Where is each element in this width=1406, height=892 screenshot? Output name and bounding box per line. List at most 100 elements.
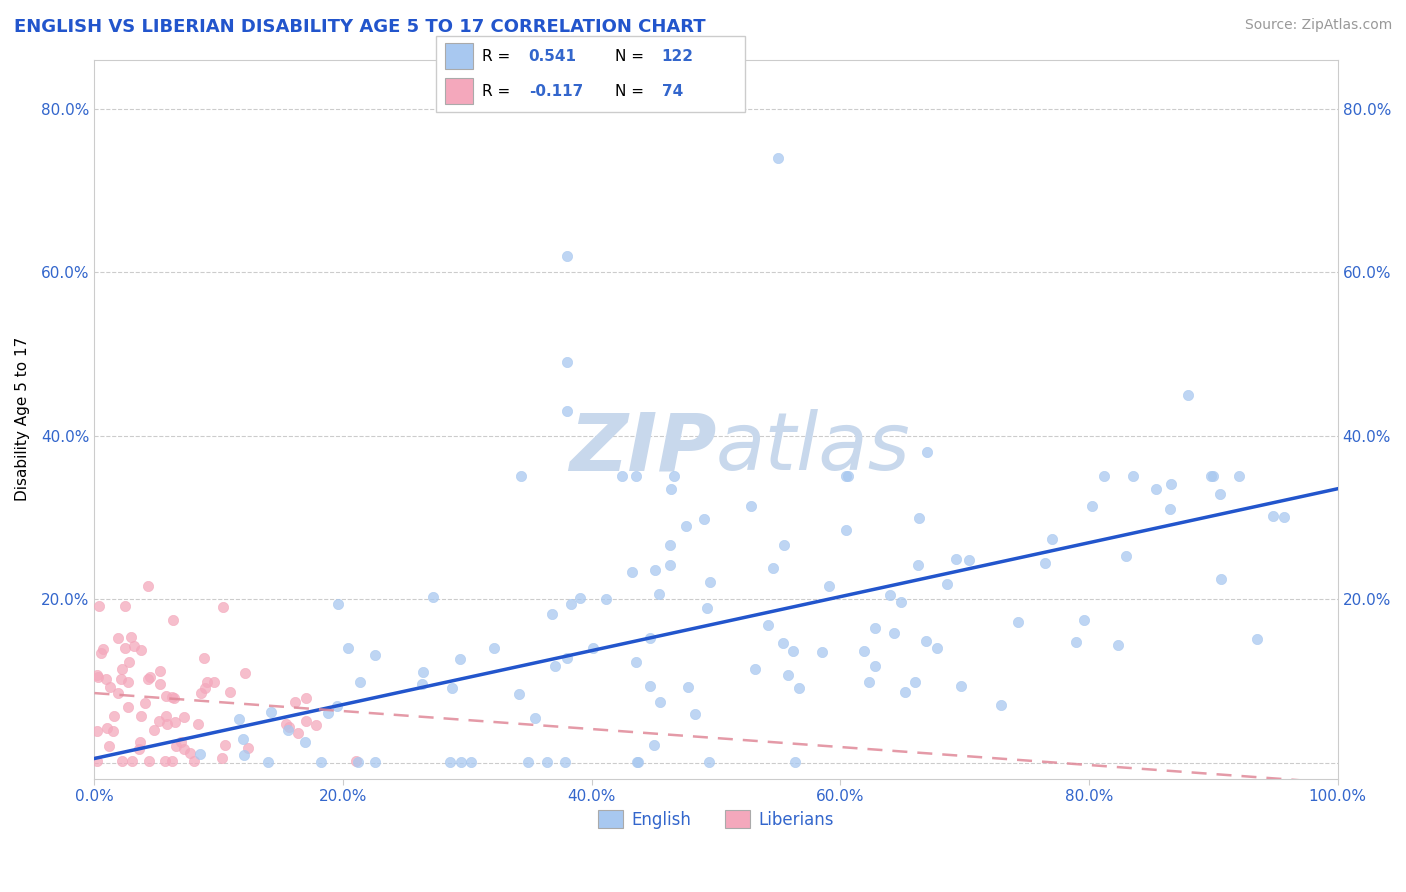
Point bbox=[1177, 388, 1199, 402]
Point bbox=[110, 673, 132, 687]
Point bbox=[740, 499, 762, 513]
Point bbox=[541, 607, 564, 621]
Point bbox=[128, 742, 150, 756]
Point bbox=[86, 724, 108, 739]
Point bbox=[129, 643, 152, 657]
Point bbox=[138, 754, 160, 768]
Point bbox=[309, 755, 332, 769]
Point bbox=[460, 755, 482, 769]
Point bbox=[155, 709, 177, 723]
Point bbox=[907, 511, 929, 525]
Point bbox=[111, 662, 134, 676]
Point bbox=[782, 644, 804, 658]
Point bbox=[957, 553, 980, 567]
Point bbox=[86, 754, 108, 768]
Point bbox=[935, 577, 957, 591]
Point bbox=[179, 746, 201, 760]
Point bbox=[111, 754, 134, 768]
Point bbox=[523, 711, 546, 725]
Point bbox=[96, 722, 118, 736]
Point bbox=[904, 674, 927, 689]
FancyBboxPatch shape bbox=[446, 44, 472, 69]
Point bbox=[640, 631, 662, 645]
Point bbox=[190, 686, 212, 700]
Point bbox=[160, 690, 183, 704]
Point bbox=[1263, 508, 1285, 523]
Point bbox=[879, 588, 901, 602]
Point bbox=[783, 755, 806, 769]
Point bbox=[1033, 556, 1056, 570]
Point bbox=[569, 591, 592, 606]
Point bbox=[1073, 614, 1095, 628]
Point bbox=[211, 599, 233, 614]
Point bbox=[326, 699, 349, 714]
Point bbox=[412, 665, 434, 680]
Point bbox=[155, 754, 177, 768]
Point bbox=[555, 404, 578, 418]
Point bbox=[411, 676, 433, 690]
Point bbox=[103, 709, 125, 723]
Point bbox=[89, 599, 111, 613]
Point bbox=[118, 655, 141, 669]
Point bbox=[143, 723, 166, 737]
Point bbox=[160, 754, 183, 768]
Legend: English, Liberians: English, Liberians bbox=[592, 804, 841, 835]
Point bbox=[683, 707, 706, 722]
Point bbox=[658, 538, 681, 552]
Point bbox=[1064, 634, 1087, 648]
Point bbox=[927, 641, 949, 656]
Point bbox=[165, 715, 187, 730]
Point bbox=[1209, 572, 1232, 586]
Point bbox=[337, 641, 360, 656]
Point bbox=[949, 679, 972, 693]
Point bbox=[117, 674, 139, 689]
Point bbox=[1144, 482, 1167, 496]
Point bbox=[188, 747, 211, 762]
Point bbox=[555, 249, 578, 263]
Point bbox=[1201, 469, 1223, 483]
Point bbox=[659, 558, 682, 573]
Point bbox=[162, 613, 184, 627]
Point bbox=[163, 690, 186, 705]
Point bbox=[837, 469, 859, 483]
Point bbox=[232, 731, 254, 746]
Point bbox=[149, 677, 172, 691]
Point bbox=[134, 696, 156, 710]
Point bbox=[91, 642, 114, 657]
Point bbox=[756, 617, 779, 632]
Point bbox=[692, 512, 714, 526]
Point bbox=[675, 519, 697, 533]
Point bbox=[236, 741, 259, 756]
Point bbox=[1209, 487, 1232, 501]
Point bbox=[772, 636, 794, 650]
Point bbox=[87, 670, 110, 684]
Point bbox=[1115, 549, 1137, 563]
FancyBboxPatch shape bbox=[436, 36, 745, 112]
Point bbox=[1227, 469, 1250, 483]
Point bbox=[156, 717, 179, 731]
Point bbox=[155, 690, 177, 704]
Point bbox=[1201, 469, 1223, 483]
Point bbox=[1160, 477, 1182, 491]
Point bbox=[136, 673, 159, 687]
Point bbox=[114, 599, 136, 614]
Point bbox=[1107, 638, 1129, 652]
Point bbox=[195, 675, 218, 690]
Text: -0.117: -0.117 bbox=[529, 84, 583, 98]
Point bbox=[90, 646, 112, 660]
Point bbox=[295, 691, 318, 706]
Point bbox=[364, 648, 387, 662]
Point bbox=[295, 714, 318, 728]
Point bbox=[136, 579, 159, 593]
Point bbox=[449, 651, 471, 665]
Point bbox=[555, 651, 578, 665]
Y-axis label: Disability Age 5 to 17: Disability Age 5 to 17 bbox=[15, 337, 30, 501]
Point bbox=[776, 668, 799, 682]
Point bbox=[107, 685, 129, 699]
Point bbox=[582, 640, 605, 655]
Point bbox=[1007, 615, 1029, 629]
Point bbox=[560, 597, 582, 611]
Point bbox=[148, 714, 170, 728]
Point bbox=[117, 700, 139, 714]
Point bbox=[1092, 469, 1115, 483]
